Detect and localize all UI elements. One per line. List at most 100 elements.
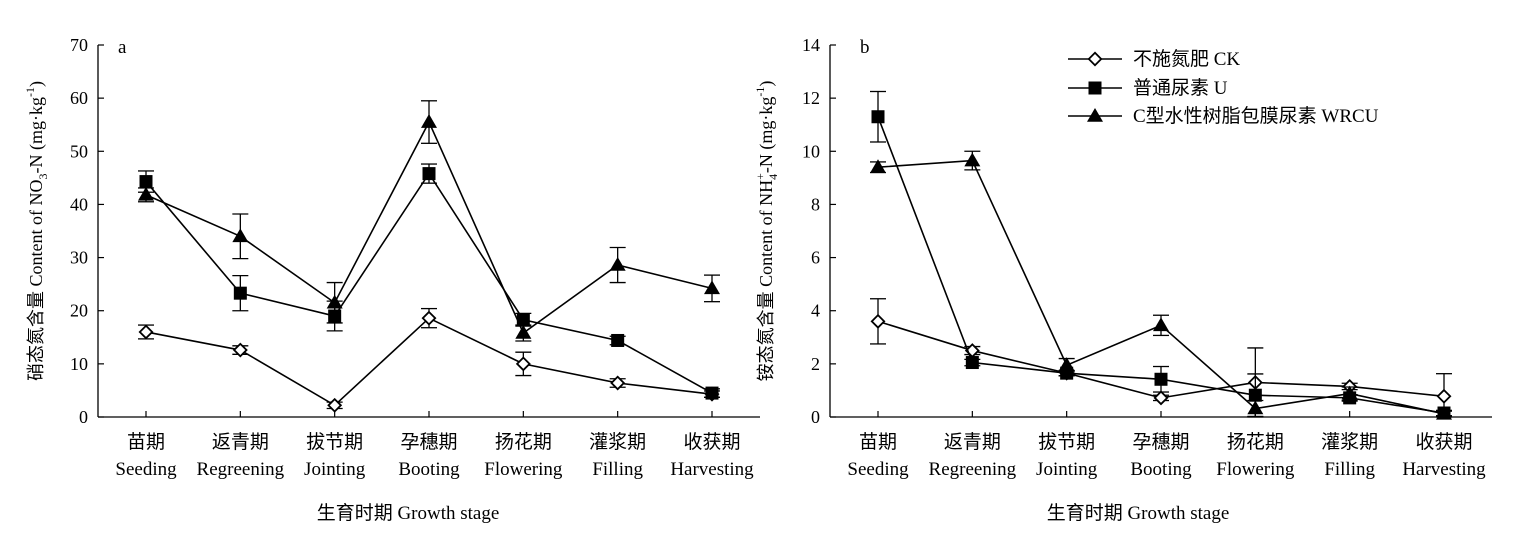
data-point-triangle [232,228,249,243]
y-tick-label: 6 [811,248,820,268]
series-square [870,90,1452,420]
y-tick-label: 8 [811,194,820,214]
data-point-triangle [704,280,720,295]
x-tick-label-cn: 拔节期 [306,431,363,453]
x-tick-label-cn: 收获期 [1415,431,1472,453]
legend-label: 普通尿素 U [1133,77,1228,99]
x-tick-label-en: Seeding [847,459,909,480]
data-point-diamond [870,313,886,329]
data-point-triangle [515,325,532,339]
data-point-square [1154,372,1168,386]
data-point-square [233,286,247,300]
data-point-square [871,110,885,124]
y-tick-label: 30 [70,248,88,268]
x-tick-label-en: Booting [398,459,460,480]
series-triangle [870,150,1452,420]
panel-a: 0 10 20 30 40 50 60 70 苗期 Seeding 返青期 Regreening 拔节期… [23,35,760,524]
legend-label: C型水性树脂包膜尿素 WRCU [1133,105,1379,127]
y-tick-label: 12 [802,88,820,108]
y-tick-label: 0 [79,407,88,427]
data-point-triangle [609,257,626,271]
panel-label: a [118,37,127,58]
x-tick-label-cn: 拔节期 [1038,431,1095,453]
data-point-diamond [138,324,154,340]
data-point-triangle [1247,400,1264,415]
data-point-square [705,386,719,400]
panel-label: b [860,37,870,58]
x-tick-label-cn: 返青期 [212,431,269,453]
data-point-diamond [421,310,437,326]
data-point-square [516,313,530,327]
x-axis-title: 生育时期 Growth stage [317,502,500,524]
x-tick-label-cn: 孕穗期 [1132,431,1189,453]
y-tick-label: 50 [70,141,88,161]
series-line [145,120,713,335]
x-tick-label-en: Jointing [1036,459,1098,480]
legend-label: 不施氮肥 CK [1133,48,1240,70]
data-point-diamond [232,342,248,358]
y-axis-title: 硝态氮含量 Content of NO3-N (mg·kg-1) [23,81,50,381]
y-tick-label: 70 [70,35,88,55]
y-axis-title: 铵态氮含量 Content of NH4+-N (mg·kg-1) [753,81,780,382]
data-point-diamond [610,375,626,391]
series-square [138,163,720,400]
series-line [145,317,713,407]
data-point-triangle [964,152,981,167]
data-point-square [139,175,153,189]
y-tick-label: 4 [811,301,820,321]
x-tick-label-en: Booting [1130,459,1192,480]
data-point-square [422,167,436,181]
x-tick-label-cn: 扬花期 [1227,431,1284,453]
x-tick-label-cn: 扬花期 [495,431,552,453]
data-point-triangle [138,186,154,201]
x-tick-label-en: Seeding [115,459,177,480]
y-tick-label: 14 [802,35,820,55]
series-line [145,172,713,394]
y-tick-label: 10 [70,354,88,374]
series-triangle [138,100,720,342]
series-diamond [138,307,720,413]
x-tick-label-en: Filling [1324,459,1375,480]
y-tick-label: 2 [811,354,820,374]
x-tick-label-cn: 返青期 [944,431,1001,453]
data-point-triangle [1436,405,1452,420]
legend: 不施氮肥 CK 普通尿素 U C型水性树脂包膜尿素 WRCU [1068,48,1379,127]
data-point-square [1248,388,1262,402]
x-tick-label-cn: 孕穗期 [400,431,457,453]
x-tick-label-cn: 灌浆期 [1321,431,1378,453]
legend-marker-diamond [1087,51,1103,67]
data-point-diamond [327,397,343,413]
data-point-diamond [515,356,531,372]
y-tick-label: 20 [70,301,88,321]
data-point-square [965,356,979,370]
legend-marker-square [1088,81,1102,95]
y-tick-label: 60 [70,88,88,108]
legend-marker-triangle [1087,108,1103,122]
x-tick-label-en: Flowering [484,459,563,480]
x-tick-label-en: Regreening [929,459,1017,480]
x-tick-label-en: Jointing [304,459,366,480]
y-tick-label: 0 [811,407,820,427]
y-tick-label: 40 [70,194,88,214]
x-axis-title: 生育时期 Growth stage [1047,502,1230,524]
x-tick-label-en: Filling [592,459,643,480]
data-point-triangle [1153,317,1169,332]
y-tick-label: 10 [802,141,820,161]
data-point-triangle [870,159,886,173]
x-tick-label-cn: 苗期 [127,431,165,453]
data-point-triangle [326,294,343,309]
x-tick-label-en: Flowering [1216,459,1295,480]
x-tick-label-cn: 收获期 [683,431,740,453]
data-point-square [611,333,625,347]
data-point-triangle [421,114,437,128]
x-tick-label-en: Harvesting [1402,459,1486,480]
x-tick-label-en: Regreening [197,459,285,480]
panel-b: 0 2 4 6 8 10 12 14 苗期 Seeding 返青期 Regreening 拔节期 Join… [753,35,1492,524]
x-tick-label-en: Harvesting [670,459,754,480]
x-tick-label-cn: 苗期 [859,431,897,453]
data-point-diamond [1436,388,1452,404]
x-tick-label-cn: 灌浆期 [589,431,646,453]
data-point-triangle [1341,385,1358,400]
data-point-diamond [1153,390,1169,406]
